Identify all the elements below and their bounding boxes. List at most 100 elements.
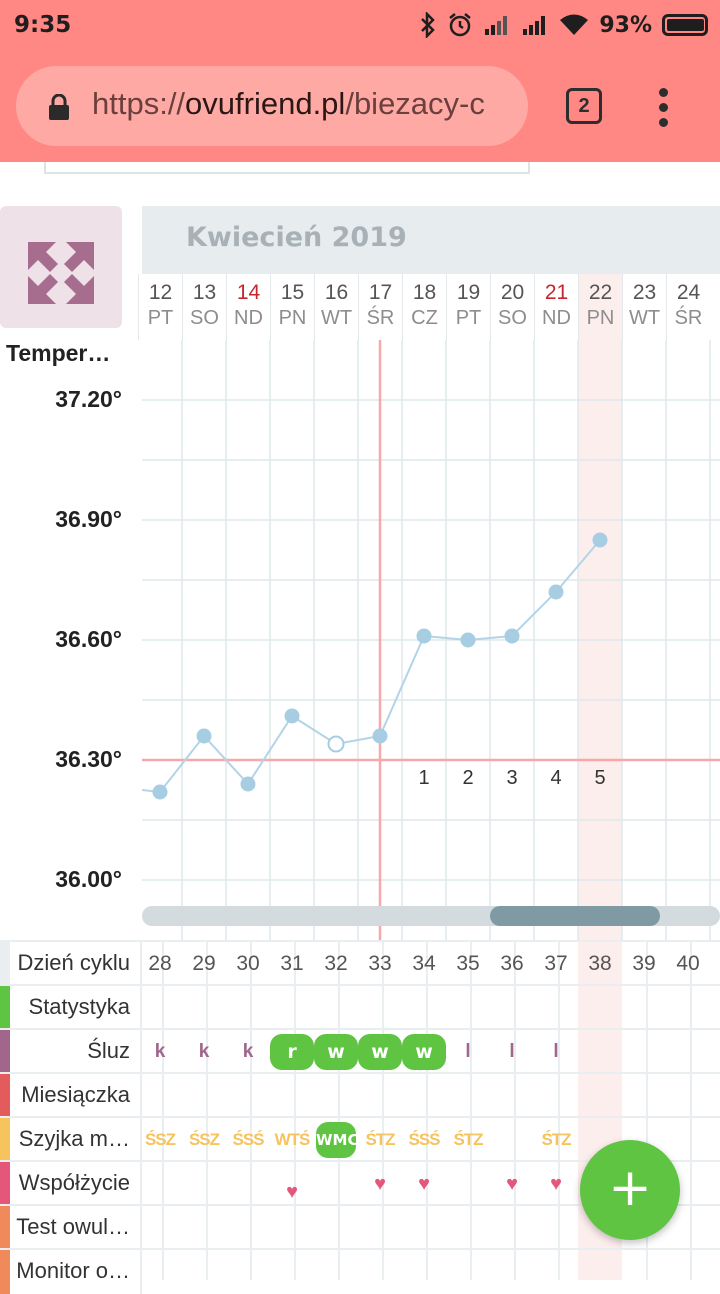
- cervix-cell[interactable]: ŚSŚ: [232, 1130, 264, 1149]
- month-header: Kwiecień 2019: [142, 206, 720, 274]
- row-label[interactable]: Szyjka m…: [0, 1118, 142, 1162]
- temperature-point: [240, 776, 256, 792]
- day-header-cell[interactable]: 17 ŚR: [358, 274, 402, 340]
- day-header-cell[interactable]: 20 SO: [490, 274, 534, 340]
- row-label[interactable]: Współżycie: [0, 1162, 142, 1206]
- day-header-cell[interactable]: 16 WT: [314, 274, 358, 340]
- row-label[interactable]: Dzień cyklu: [0, 942, 142, 986]
- mucus-cell[interactable]: k: [198, 1041, 210, 1062]
- day-number: 19: [456, 281, 481, 304]
- day-header-cell[interactable]: 13 SO: [182, 274, 226, 340]
- day-number: 21: [544, 281, 569, 304]
- cervix-cell[interactable]: ŚSZ: [144, 1130, 176, 1149]
- table-row: Szyjka m… ŚSZ ŚSZ ŚSŚ WTŚ WMC ŚTZ ŚSŚ ŚTZ ŚTZ: [0, 1116, 720, 1162]
- day-header-cell[interactable]: 14 ND: [226, 274, 270, 340]
- cycle-day-cell[interactable]: 32: [324, 952, 348, 975]
- cycle-day-cell[interactable]: 35: [456, 952, 480, 975]
- status-bar: 9:35 93%: [0, 0, 720, 50]
- day-header-cell[interactable]: 22 PN: [578, 274, 622, 340]
- expand-chart-button[interactable]: [0, 206, 122, 328]
- temperature-point: [548, 584, 564, 600]
- row-label[interactable]: Statystyka: [0, 986, 142, 1030]
- day-name: ND: [542, 307, 571, 329]
- cycle-day-cell[interactable]: 39: [632, 952, 656, 975]
- cervix-cell[interactable]: ŚTZ: [541, 1130, 571, 1149]
- cycle-day-cell[interactable]: 33: [368, 952, 392, 975]
- table-column-divider: [646, 940, 648, 1280]
- browser-toolbar: https://ovufriend.pl/biezacy-c 2: [0, 50, 720, 162]
- mucus-badge[interactable]: w: [402, 1034, 446, 1070]
- day-number: 22: [588, 281, 613, 304]
- alarm-icon: [449, 13, 472, 37]
- table-row: Śluz k k k r w w w l l l: [0, 1028, 720, 1074]
- mucus-cell[interactable]: l: [509, 1041, 515, 1062]
- day-name: ŚR: [674, 307, 703, 329]
- cycle-day-cell[interactable]: 34: [412, 952, 436, 975]
- table-column-divider: [162, 940, 164, 1280]
- overflow-menu-icon[interactable]: [652, 88, 676, 128]
- cervix-cell[interactable]: ŚSŚ: [408, 1130, 440, 1149]
- row-label[interactable]: Śluz: [0, 1030, 142, 1074]
- table-column-divider: [250, 940, 252, 1280]
- url-text[interactable]: https://ovufriend.pl/biezacy-c: [92, 86, 512, 122]
- mucus-cell[interactable]: k: [154, 1041, 166, 1062]
- temperature-chart[interactable]: 1 2 3 4 5: [142, 340, 720, 940]
- day-header-cell[interactable]: 15 PN: [270, 274, 314, 340]
- row-label[interactable]: Miesiączka: [0, 1074, 142, 1118]
- day-number: 18: [412, 281, 437, 304]
- cervix-cell[interactable]: ŚTZ: [453, 1130, 483, 1149]
- cervix-badge[interactable]: WMC: [316, 1122, 356, 1158]
- tab-switcher-button[interactable]: 2: [566, 88, 602, 124]
- table-column-divider: [470, 940, 472, 1280]
- row-color-marker: [0, 1206, 10, 1250]
- day-name: PT: [147, 307, 174, 329]
- cycle-day-cell[interactable]: 37: [544, 952, 568, 975]
- day-header-cell[interactable]: 23 WT: [622, 274, 666, 340]
- table-column-divider: [382, 940, 384, 1280]
- day-header-cell[interactable]: 19 PT: [446, 274, 490, 340]
- temperature-point: [592, 532, 608, 548]
- mucus-badge[interactable]: r: [270, 1034, 314, 1070]
- cycle-day-cell[interactable]: 28: [148, 952, 172, 975]
- post-ovulation-day-label: 1: [418, 767, 429, 789]
- cycle-day-cell[interactable]: 29: [192, 952, 216, 975]
- cycle-day-cell[interactable]: 36: [500, 952, 524, 975]
- add-entry-button[interactable]: +: [580, 1140, 680, 1240]
- mucus-badge[interactable]: w: [358, 1034, 402, 1070]
- cycle-day-cell[interactable]: 31: [280, 952, 304, 975]
- battery-icon: [662, 14, 708, 36]
- y-tick-label: 36.60°: [55, 626, 122, 652]
- cycle-day-cell[interactable]: 30: [236, 952, 260, 975]
- day-number: 15: [280, 281, 305, 304]
- day-header-cell[interactable]: 24 ŚR: [666, 274, 710, 340]
- temperature-point: [460, 632, 476, 648]
- chart-scrollbar-thumb[interactable]: [490, 906, 660, 926]
- row-label[interactable]: Monitor o…: [0, 1250, 142, 1294]
- day-header-cell[interactable]: 18 CZ: [402, 274, 446, 340]
- day-header-cell[interactable]: 12 PT: [138, 274, 182, 340]
- cycle-day-cell[interactable]: 38: [588, 952, 612, 975]
- url-bar[interactable]: https://ovufriend.pl/biezacy-c: [16, 66, 528, 146]
- heart-icon[interactable]: ♥: [286, 1181, 298, 1203]
- cervix-cell[interactable]: ŚSZ: [188, 1130, 220, 1149]
- row-color-marker: [0, 1250, 10, 1294]
- day-name: ND: [234, 307, 263, 329]
- row-label[interactable]: Test owul…: [0, 1206, 142, 1250]
- heart-icon[interactable]: ♥: [374, 1173, 386, 1195]
- mucus-cell[interactable]: l: [465, 1041, 471, 1062]
- post-ovulation-day-label: 5: [594, 767, 605, 789]
- mucus-cell[interactable]: k: [242, 1041, 254, 1062]
- day-name: PN: [586, 307, 615, 329]
- day-header-cell[interactable]: 21 ND: [534, 274, 578, 340]
- heart-icon[interactable]: ♥: [550, 1173, 562, 1195]
- cycle-day-cell[interactable]: 40: [676, 952, 700, 975]
- heart-icon[interactable]: ♥: [506, 1173, 518, 1195]
- status-time: 9:35: [14, 12, 72, 38]
- table-column-divider: [294, 940, 296, 1280]
- day-number: 20: [500, 281, 525, 304]
- cervix-cell[interactable]: ŚTZ: [365, 1130, 395, 1149]
- heart-icon[interactable]: ♥: [418, 1173, 430, 1195]
- mucus-cell[interactable]: l: [553, 1041, 559, 1062]
- cervix-cell[interactable]: WTŚ: [274, 1130, 311, 1149]
- mucus-badge[interactable]: w: [314, 1034, 358, 1070]
